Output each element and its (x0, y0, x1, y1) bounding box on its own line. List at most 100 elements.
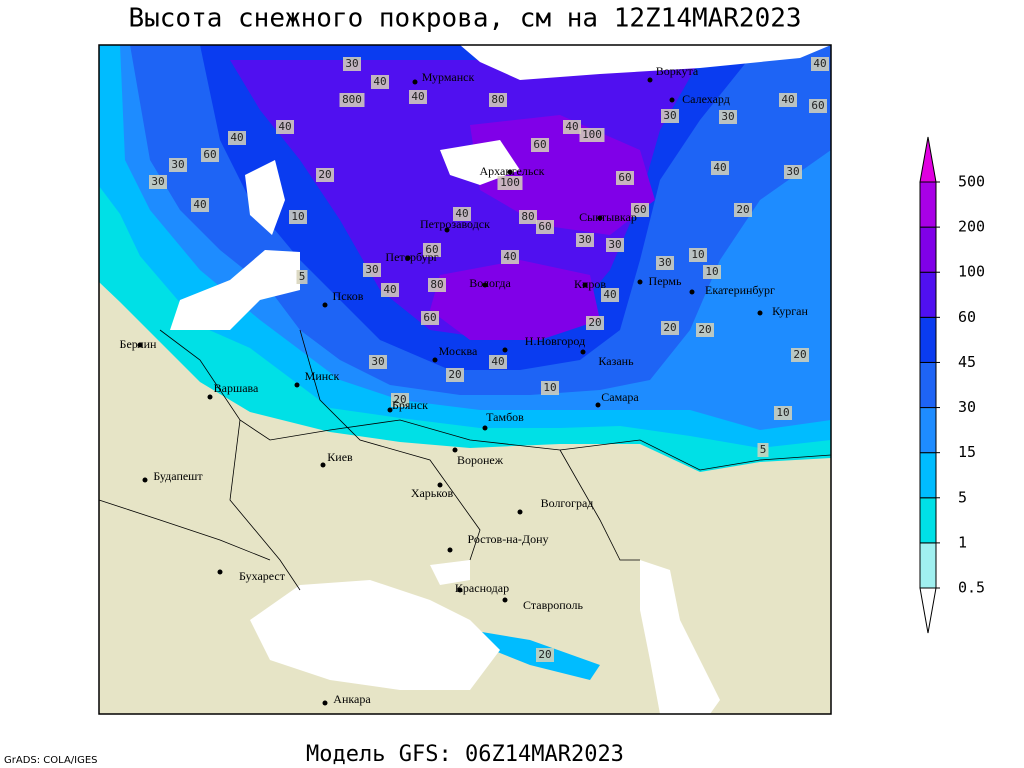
contour-label-bg (563, 120, 581, 134)
contour-label: 20 (446, 368, 464, 382)
sea (460, 45, 831, 80)
city-dot (387, 407, 393, 413)
contour-label: 30 (363, 263, 381, 277)
contour-label-text: 20 (663, 321, 676, 334)
city-dot (669, 97, 675, 103)
contour-label-text: 100 (582, 128, 602, 141)
city-dot (437, 482, 443, 488)
contour-label-bg (784, 165, 802, 179)
contour-label: 40 (228, 131, 246, 145)
city-label: Бухарест (239, 569, 286, 583)
contour-label-text: 10 (705, 265, 718, 278)
contour-label: 80 (428, 278, 446, 292)
contour-label-text: 60 (618, 171, 631, 184)
city-dot (582, 282, 588, 288)
contour-label: 80 (519, 210, 537, 224)
contour-label-text: 100 (500, 176, 520, 189)
contour-label-text: 20 (793, 348, 806, 361)
city-dot (405, 255, 411, 261)
contour-label-text: 30 (608, 238, 621, 251)
snow-100 (430, 260, 600, 340)
contour-label-bg (519, 210, 537, 224)
city-label: Волгоград (541, 496, 594, 510)
colorbar-label: 500 (958, 173, 985, 191)
map-frame (98, 44, 832, 715)
contour-label: 20 (391, 393, 409, 407)
contour-label-bg (531, 138, 549, 152)
contour-label: 30 (369, 355, 387, 369)
contour-label-bg (423, 243, 441, 257)
contour-label: 30 (343, 57, 361, 71)
city-dot (482, 425, 488, 431)
city-label: Берлин (120, 337, 157, 351)
contour-label-text: 40 (813, 57, 826, 70)
contour-label-text: 40 (373, 75, 386, 88)
city-dot (322, 302, 328, 308)
city-label: Вологда (469, 276, 511, 290)
contour-label-text: 40 (491, 355, 504, 368)
colorbar-box (919, 181, 937, 228)
contour-label-bg (711, 161, 729, 175)
colorbar-box (919, 407, 937, 454)
contour-label-text: 60 (811, 99, 824, 112)
city-dot (207, 394, 213, 400)
contour-label-bg (791, 348, 809, 362)
contour-label-text: 30 (151, 175, 164, 188)
city-dot (595, 402, 601, 408)
city-label: Салехард (682, 92, 730, 106)
city-dot (637, 279, 643, 285)
contour-label-text: 20 (588, 316, 601, 329)
city-label: Будапешт (153, 469, 203, 483)
contour-label-bg (541, 381, 559, 395)
contour-label: 10 (703, 265, 721, 279)
contour-label: 100 (497, 176, 523, 190)
contour-label-bg (774, 406, 792, 420)
city-label: Мурманск (422, 70, 475, 84)
contour-label-bg (606, 238, 624, 252)
contour-label-bg (169, 158, 187, 172)
contour-label-bg (339, 93, 365, 107)
contour-label: 30 (719, 110, 737, 124)
city-label: Петербург (385, 250, 438, 264)
city-label: Воронеж (457, 453, 504, 467)
contour-label-text: 20 (736, 203, 749, 216)
contour-label-text: 5 (299, 270, 306, 283)
contour-label: 10 (541, 381, 559, 395)
city-dot (507, 169, 513, 175)
contour-label-text: 30 (663, 109, 676, 122)
colorbar-label: 5 (958, 488, 967, 506)
snow-caucasus (470, 630, 600, 680)
contour-label-text: 10 (291, 210, 304, 223)
contour-label: 30 (169, 158, 187, 172)
contour-label-text: 80 (430, 278, 443, 291)
city-label: Псков (333, 289, 364, 303)
contour-label: 40 (381, 283, 399, 297)
contour-label-text: 30 (365, 263, 378, 276)
city-dot (294, 382, 300, 388)
contour-label-bg (779, 93, 797, 107)
contour-label-text: 20 (448, 368, 461, 381)
contour-label-text: 30 (721, 110, 734, 123)
city-label: Варшава (214, 381, 259, 395)
borders (98, 329, 832, 591)
contour-label-bg (601, 288, 619, 302)
contour-label-text: 20 (393, 393, 406, 406)
contour-label-text: 60 (633, 203, 646, 216)
colorbar-label: 200 (958, 218, 985, 236)
contour-label: 20 (536, 648, 554, 662)
contour-label-bg (809, 99, 827, 113)
contour-label: 40 (811, 57, 829, 71)
contour-label-bg (661, 109, 679, 123)
sea (170, 250, 300, 330)
sea (640, 560, 720, 714)
contour-label-text: 40 (713, 161, 726, 174)
city-label: Казань (598, 354, 634, 368)
city-label: Екатеринбург (705, 283, 775, 297)
contour-label-bg (421, 311, 439, 325)
city-label: Воркута (656, 64, 699, 78)
city-dot (142, 477, 148, 483)
contour-label: 80 (489, 93, 507, 107)
sea (245, 160, 285, 235)
contour-label: 20 (661, 321, 679, 335)
city-dot (502, 347, 508, 353)
